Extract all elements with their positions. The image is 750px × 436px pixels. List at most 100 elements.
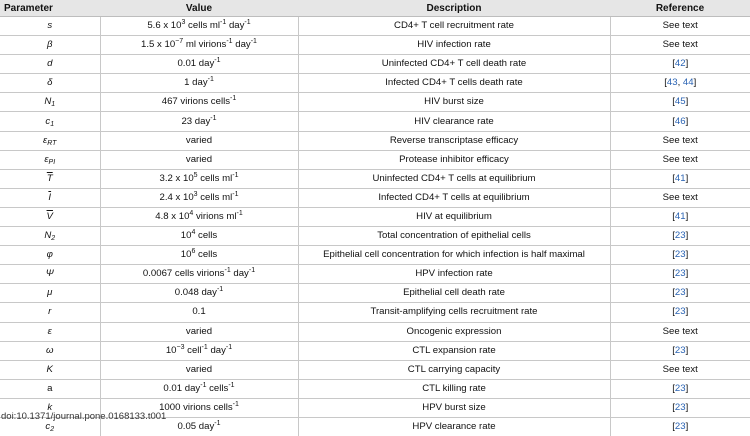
cell-parameter: εPI <box>0 150 100 169</box>
cell-description: Uninfected CD4+ T cell death rate <box>298 55 610 74</box>
reference-text: See text <box>663 20 698 31</box>
reference-link[interactable]: 23 <box>675 402 686 413</box>
cell-parameter: r <box>0 303 100 322</box>
cell-parameter: μ <box>0 284 100 303</box>
value-text: 2.4 x 10 <box>160 192 194 203</box>
doi-caption: doi:10.1371/journal.pone.0168133.t001 <box>1 411 166 422</box>
cell-parameter: a <box>0 379 100 398</box>
header-row: Parameter Value Description Reference <box>0 0 750 17</box>
cell-description: HPV burst size <box>298 398 610 417</box>
cell-parameter: I <box>0 188 100 207</box>
cell-description: Epithelial cell concentration for which … <box>298 246 610 265</box>
cell-parameter: V <box>0 207 100 226</box>
parameter-subscript: PI <box>49 159 56 166</box>
cell-description: HPV infection rate <box>298 265 610 284</box>
cell-description: HIV burst size <box>298 93 610 112</box>
parameter-subscript: 1 <box>51 101 55 108</box>
cell-value: 0.0067 cells virions-1 day-1 <box>100 265 298 284</box>
reference-link[interactable]: 23 <box>675 268 686 279</box>
reference-link[interactable]: 23 <box>675 383 686 394</box>
value-exponent: -1 <box>232 191 238 198</box>
value-text: 0.05 day <box>177 421 214 432</box>
reference-link[interactable]: 43 <box>667 77 678 88</box>
bracket-close: ] <box>686 230 689 241</box>
cell-value: varied <box>100 131 298 150</box>
cell-description: Infected CD4+ T cells at equilibrium <box>298 188 610 207</box>
bracket-close: ] <box>686 173 689 184</box>
cell-value: 1.5 x 10−7 ml virions-1 day-1 <box>100 36 298 55</box>
value-text: cells <box>195 230 217 241</box>
value-text: varied <box>186 135 212 146</box>
cell-value: 4.8 x 104 virions ml-1 <box>100 207 298 226</box>
cell-description: Total concentration of epithelial cells <box>298 227 610 246</box>
reference-link[interactable]: 23 <box>675 345 686 356</box>
cell-description: Transit-amplifying cells recruitment rat… <box>298 303 610 322</box>
cell-description: Reverse transcriptase efficacy <box>298 131 610 150</box>
reference-link[interactable]: 44 <box>683 77 694 88</box>
reference-link[interactable]: 46 <box>675 116 686 127</box>
value-exponent: -1 <box>230 95 236 102</box>
cell-value: 106 cells <box>100 246 298 265</box>
bracket-close: ] <box>686 306 689 317</box>
value-text: 3.2 x 10 <box>160 173 194 184</box>
cell-parameter: N1 <box>0 93 100 112</box>
reference-link[interactable]: 45 <box>675 96 686 107</box>
cell-reference: See text <box>610 131 750 150</box>
value-exponent: -1 <box>214 57 220 64</box>
header-reference: Reference <box>610 0 750 17</box>
parameter-subscript: 2 <box>50 426 54 433</box>
value-text: 10 <box>166 345 177 356</box>
reference-link[interactable]: 23 <box>675 287 686 298</box>
cell-description: CTL carrying capacity <box>298 360 610 379</box>
cell-parameter: d <box>0 55 100 74</box>
cell-description: HIV at equilibrium <box>298 207 610 226</box>
cell-description: Oncogenic expression <box>298 322 610 341</box>
cell-parameter: φ <box>0 246 100 265</box>
cell-value: 2.4 x 103 cells ml-1 <box>100 188 298 207</box>
table-row: r 0.1 Transit-amplifying cells recruitment… <box>0 303 750 322</box>
cell-reference: [43, 44] <box>610 74 750 93</box>
value-text: cells <box>206 383 228 394</box>
reference-link[interactable]: 41 <box>675 173 686 184</box>
value-text: varied <box>186 154 212 165</box>
table-header: Parameter Value Description Reference <box>0 0 750 17</box>
reference-link[interactable]: 41 <box>675 211 686 222</box>
value-text: day <box>233 39 251 50</box>
reference-link[interactable]: 23 <box>675 421 686 432</box>
value-text: 0.0067 cells virions <box>143 268 225 279</box>
cell-value: 5.6 x 103 cells ml-1 day-1 <box>100 17 298 36</box>
cell-description: Uninfected CD4+ T cells at equilibrium <box>298 169 610 188</box>
cell-reference: [23] <box>610 379 750 398</box>
reference-link[interactable]: 23 <box>675 230 686 241</box>
reference-link[interactable]: 23 <box>675 249 686 260</box>
value-exponent: -1 <box>210 115 216 122</box>
parameter-symbol: s <box>47 20 52 31</box>
value-exponent: -1 <box>226 344 232 351</box>
value-text: cells ml <box>185 20 220 31</box>
reference-link[interactable]: 23 <box>675 306 686 317</box>
bracket-close: ] <box>686 249 689 260</box>
value-text: 4.8 x 10 <box>155 211 189 222</box>
cell-value: 23 day-1 <box>100 112 298 131</box>
value-text: 0.1 <box>192 306 205 317</box>
cell-reference: See text <box>610 188 750 207</box>
value-text: day <box>226 20 244 31</box>
cell-description: CTL killing rate <box>298 379 610 398</box>
cell-reference: [23] <box>610 265 750 284</box>
cell-reference: [41] <box>610 207 750 226</box>
cell-reference: [23] <box>610 303 750 322</box>
value-text: 0.01 day <box>177 58 214 69</box>
reference-link[interactable]: 42 <box>675 58 686 69</box>
cell-reference: [23] <box>610 398 750 417</box>
bracket-close: ] <box>686 383 689 394</box>
cell-value: varied <box>100 322 298 341</box>
bracket-close: ] <box>686 58 689 69</box>
parameter-symbol: Ψ <box>46 268 54 279</box>
